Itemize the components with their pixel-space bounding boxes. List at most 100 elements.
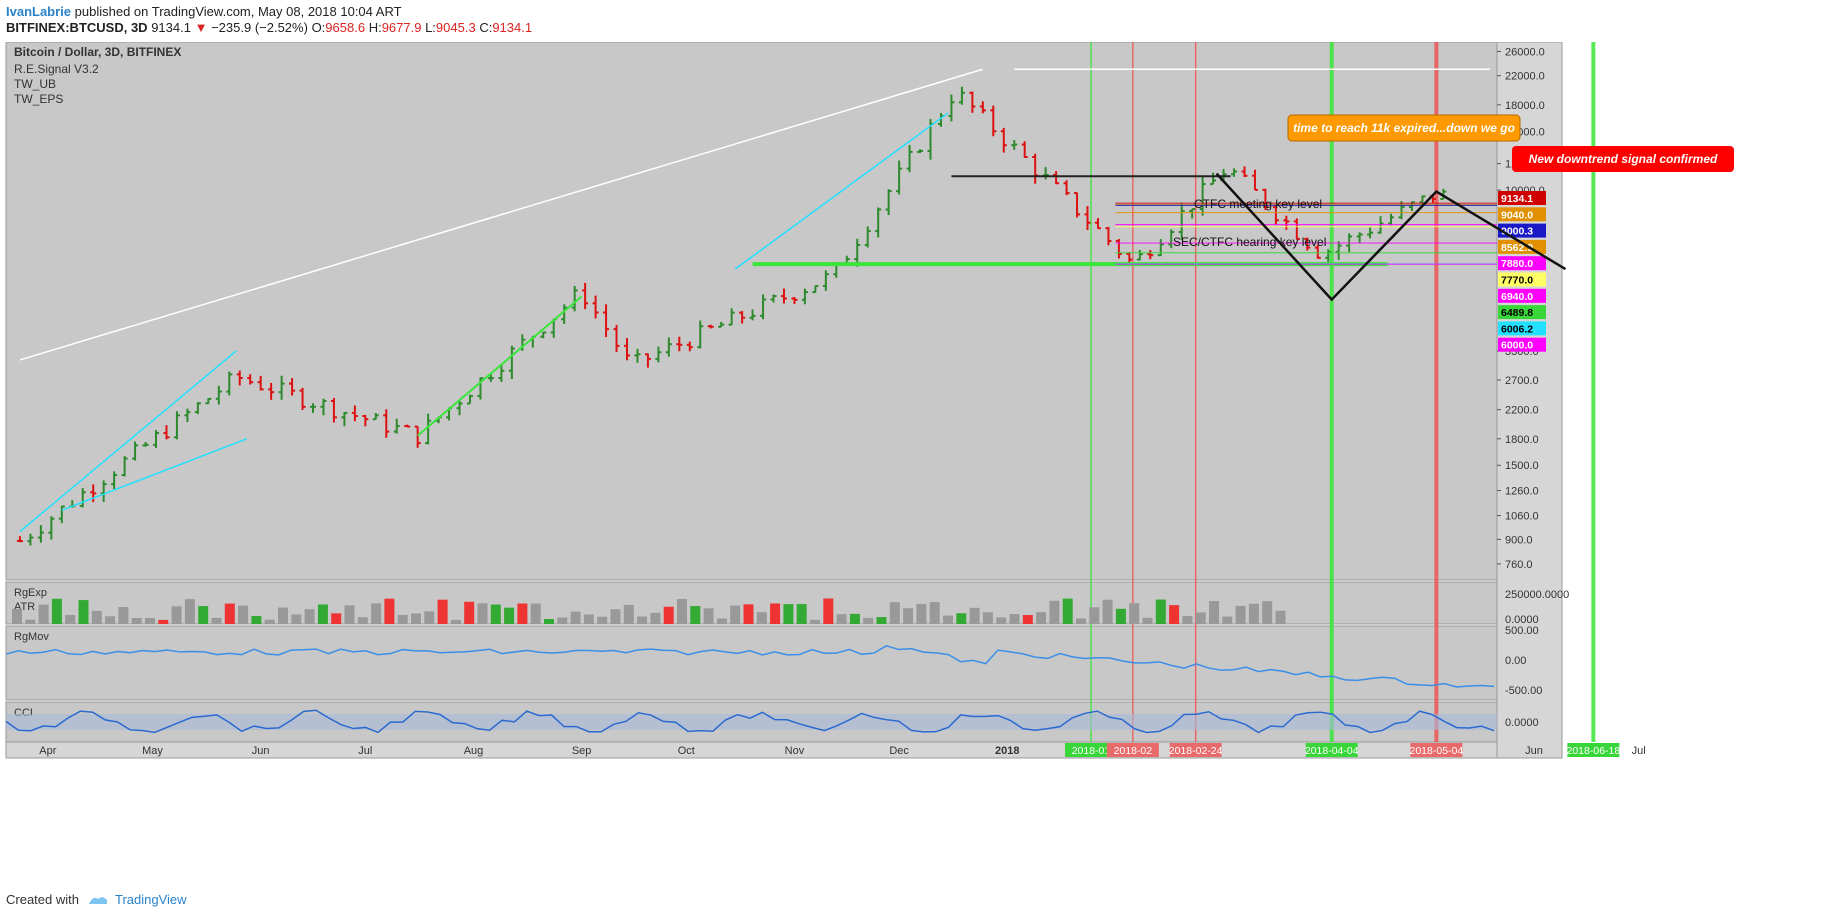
volume-bar	[783, 604, 794, 624]
volume-bar	[969, 607, 980, 624]
y-tick-label: 22000.0	[1505, 71, 1545, 83]
author-link[interactable]: IvanLabrie	[6, 4, 72, 19]
x-tick-label: Dec	[889, 745, 909, 757]
date-tag: 2018-05-04	[1410, 745, 1464, 757]
close-label: C:	[479, 20, 493, 35]
sec-label: SEC/CTFC hearing key level	[1173, 235, 1326, 249]
y-tick-label: 1260.0	[1505, 486, 1539, 498]
volume-bar	[25, 619, 36, 624]
volume-bar	[1155, 599, 1166, 624]
footer: Created with TradingView	[6, 892, 187, 907]
y-tick-label: 18000.0	[1505, 100, 1545, 112]
volume-bar	[384, 598, 395, 624]
high-label: H:	[368, 20, 382, 35]
volume-bar	[105, 616, 116, 624]
red-callout-box	[1512, 146, 1734, 172]
volume-bar	[810, 619, 820, 624]
ohlc-line: BITFINEX:BTCUSD, 3D 9134.1 ▼ −235.9 (−2.…	[6, 20, 532, 35]
date-tag-bg	[1064, 743, 1117, 757]
volume-bar	[916, 603, 927, 624]
x-tick-label: Sep	[572, 745, 592, 757]
date-tag: 2018-02	[1114, 745, 1153, 757]
time-axis	[5, 741, 1498, 759]
volume-bar	[730, 605, 741, 624]
volume-bar	[836, 614, 847, 624]
volume-bar	[118, 607, 129, 624]
x-tick-label: Jul	[358, 745, 372, 757]
volume-bar	[677, 599, 687, 624]
x-tick-label: Nov	[785, 745, 805, 757]
down-arrow-icon: ▼	[194, 20, 208, 35]
orange-callout-text: time to reach 11k expired...down we go	[1293, 121, 1515, 135]
rgmov-tick: 500.00	[1505, 625, 1539, 637]
volume-bar	[770, 603, 781, 624]
y-tick-label: 900.0	[1505, 534, 1533, 546]
volume-bar	[317, 604, 328, 624]
volume-bar	[1195, 612, 1206, 624]
volume-bar	[1115, 608, 1126, 624]
price-tag-bg	[1498, 191, 1546, 205]
symbol-label: BITFINEX:BTCUSD, 3D	[6, 20, 148, 35]
price-tag-bg	[1498, 272, 1546, 287]
price-change: −235.9 (−2.52%)	[211, 20, 308, 35]
rgmov-tick: 0.00	[1505, 655, 1526, 667]
x-tick-label: Jun	[252, 745, 270, 757]
volume-bar	[583, 614, 594, 624]
published-text: published on TradingView.com, May 08, 20…	[74, 4, 402, 19]
close-value: 9134.1	[492, 20, 533, 35]
price-tag-bg	[1498, 337, 1546, 352]
volume-bar	[1222, 616, 1233, 624]
rgexp-tick: 0.0000	[1505, 614, 1539, 626]
high-value: 9677.9	[381, 20, 422, 35]
volume-bar	[238, 605, 249, 624]
date-tag-bg	[1305, 743, 1358, 757]
price-tag-bg	[1498, 305, 1546, 320]
volume-bar	[1129, 603, 1140, 624]
volume-bar	[982, 612, 993, 624]
price-tag-2: 9000.3	[1501, 226, 1533, 238]
price-tag-bg	[1498, 207, 1546, 222]
volume-bar	[623, 604, 634, 624]
tradingview-logo-icon	[88, 896, 107, 904]
price-tag-4: 7880.0	[1501, 258, 1533, 270]
volume-bar	[331, 613, 342, 624]
y-tick-label: 760.0	[1505, 559, 1533, 571]
volume-bar	[876, 617, 887, 624]
volume-bar	[1062, 598, 1073, 624]
volume-bar	[51, 598, 62, 624]
volume-bar	[743, 604, 754, 624]
volume-bar	[530, 603, 541, 624]
projection-path	[1215, 172, 1567, 302]
volume-bar	[344, 605, 355, 624]
y-tick-label: 1500.0	[1505, 460, 1539, 472]
volume-bar	[464, 601, 475, 624]
price-tag-0: 9134.1	[1501, 193, 1533, 205]
cci-line	[5, 709, 1495, 734]
price-tag-bg	[1498, 223, 1546, 238]
cyan-channel-1	[19, 350, 237, 533]
volume-bar	[1209, 601, 1219, 624]
volume-bar	[224, 603, 235, 624]
volume-bar	[184, 599, 195, 624]
date-tag: 2018-02-24	[1169, 745, 1223, 757]
date-tag-bg	[1410, 743, 1463, 757]
volume-bar	[1049, 600, 1060, 624]
price-chart[interactable]: 26000.022000.018000.015000.012000.010000…	[0, 42, 1824, 882]
date-tag: 2018-06-18	[1567, 745, 1621, 757]
x-tick-label: Oct	[678, 745, 695, 757]
volume-bar	[1235, 605, 1246, 624]
volume-bar	[171, 606, 182, 624]
open-label: O:	[311, 20, 326, 35]
rgmov-line	[5, 645, 1495, 688]
volume-bar	[1169, 605, 1180, 624]
x-tick-label: Apr	[39, 745, 56, 757]
volume-bar	[796, 604, 807, 624]
volume-bar	[849, 613, 860, 624]
indicator-label: R.E.Signal V3.2	[14, 62, 99, 76]
volume-bar	[65, 614, 76, 624]
volume-bar	[863, 617, 874, 624]
ctfc-label: CTFC meeting key level	[1194, 197, 1322, 211]
tradingview-link[interactable]: TradingView	[87, 892, 187, 907]
orange-callout-box	[1287, 114, 1521, 142]
volume-bar	[1248, 603, 1259, 624]
